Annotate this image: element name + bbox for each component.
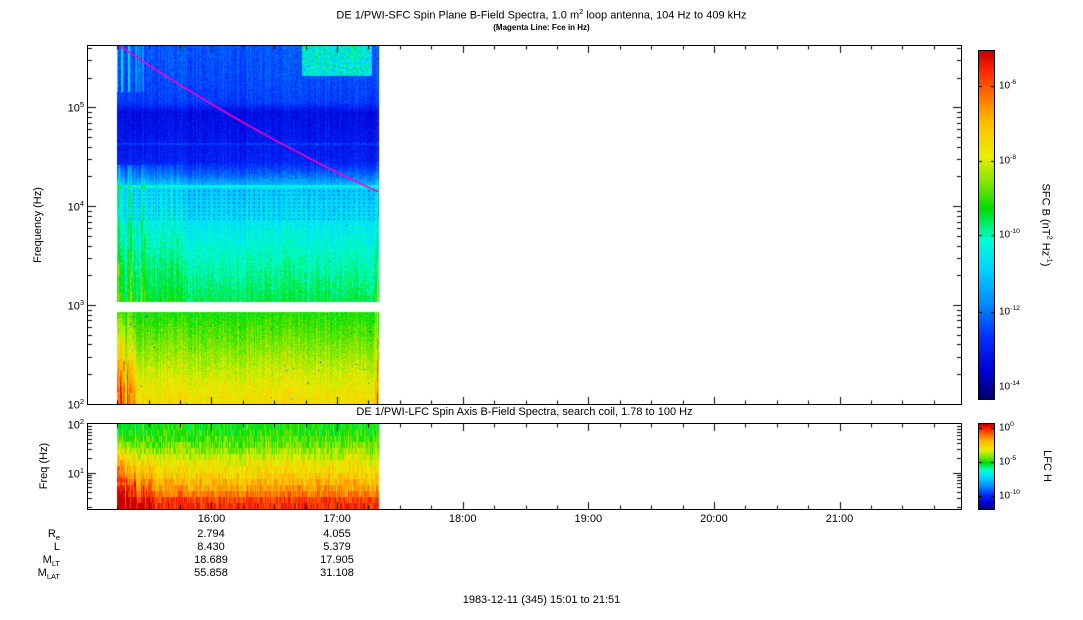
ephemeris-value: 4.055 bbox=[323, 528, 351, 540]
lfc-colorbar-label: LFC H bbox=[1041, 450, 1053, 482]
colorbar-tick-label: 10-5 bbox=[999, 455, 1017, 468]
x-tick-label: 21:00 bbox=[825, 513, 854, 525]
ephemeris-row: MLT 18.689 17.905 bbox=[0, 554, 520, 569]
caption: 1983-12-11 (345) 15:01 to 21:51 bbox=[462, 594, 621, 606]
x-tick-label: 16:00 bbox=[197, 513, 226, 525]
ephemeris-row: MLAT 55.858 31.108 bbox=[0, 567, 520, 582]
colorbar-tick-label: 10-12 bbox=[999, 305, 1020, 318]
ephemeris-value: 55.858 bbox=[194, 567, 228, 579]
y-tick-label: 104 bbox=[67, 199, 84, 214]
ephemeris-row-label: Re bbox=[47, 528, 60, 543]
x-tick-label: 18:00 bbox=[448, 513, 477, 525]
lfc-colorbar bbox=[978, 423, 995, 510]
sfc-subtitle: (Magenta Line: Fce in Hz) bbox=[493, 23, 590, 32]
colorbar-tick-label: 10-10 bbox=[999, 489, 1020, 502]
ephemeris-value: 31.108 bbox=[320, 567, 354, 579]
colorbar-tick-label: 10-8 bbox=[999, 153, 1017, 166]
lfc-colorbar-canvas bbox=[979, 424, 994, 509]
ephemeris-value: 8.430 bbox=[197, 541, 225, 553]
sfc-spectrogram bbox=[87, 45, 962, 405]
ephemeris-row-label: MLAT bbox=[37, 567, 60, 582]
colorbar-tick-label: 10-6 bbox=[999, 78, 1017, 92]
ephemeris-row-label: L bbox=[53, 541, 60, 553]
sfc-spectrogram-canvas bbox=[88, 46, 961, 404]
lfc-title: DE 1/PWI-LFC Spin Axis B-Field Spectra, … bbox=[356, 406, 693, 418]
colorbar-tick-label: 10-14 bbox=[999, 379, 1020, 393]
ephemeris-value: 18.689 bbox=[194, 554, 228, 566]
sfc-colorbar-canvas bbox=[979, 51, 994, 399]
colorbar-tick-label: 100 bbox=[999, 421, 1014, 434]
y-tick-label: 105 bbox=[67, 100, 84, 115]
y-tick-label: 102 bbox=[67, 417, 84, 432]
sfc-colorbar bbox=[978, 50, 995, 400]
sfc-title: DE 1/PWI-SFC Spin Plane B-Field Spectra,… bbox=[336, 7, 747, 22]
sfc-colorbar-label: SFC B (nT2 Hz-1) bbox=[1039, 183, 1055, 267]
y-tick-label: 102 bbox=[67, 397, 84, 412]
x-tick-label: 20:00 bbox=[700, 513, 728, 525]
ephemeris-row: L 8.430 5.379 bbox=[0, 541, 520, 554]
ephemeris-row: Re 2.794 4.055 bbox=[0, 528, 520, 543]
ephemeris-row-label: MLT bbox=[42, 554, 60, 569]
lfc-spectrogram bbox=[87, 423, 962, 510]
colorbar-tick-label: 10-10 bbox=[999, 228, 1020, 241]
ephemeris-value: 2.794 bbox=[197, 528, 225, 540]
lfc-spectrogram-canvas bbox=[88, 424, 961, 509]
y-tick-label: 101 bbox=[67, 465, 84, 481]
y-tick-label: 103 bbox=[67, 298, 84, 313]
ephemeris-value: 5.379 bbox=[323, 541, 351, 553]
ephemeris-value: 17.905 bbox=[320, 554, 354, 566]
x-tick-label: 19:00 bbox=[574, 513, 603, 525]
x-tick-label: 17:00 bbox=[323, 513, 351, 525]
